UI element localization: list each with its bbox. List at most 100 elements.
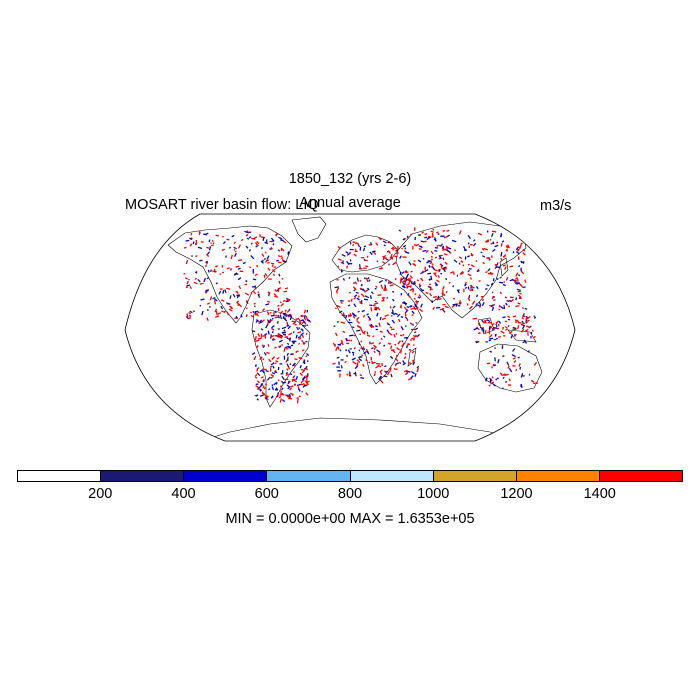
river-segment <box>302 361 305 364</box>
river-segment <box>477 332 480 335</box>
river-segment <box>346 265 349 269</box>
river-segment <box>274 310 277 314</box>
river-segment <box>250 311 252 314</box>
river-segment <box>365 265 369 268</box>
river-segment <box>364 295 370 299</box>
river-segment <box>267 291 271 294</box>
river-segment <box>281 277 284 280</box>
river-segment <box>396 252 399 255</box>
river-segment <box>517 302 521 305</box>
river-segment <box>394 312 398 316</box>
river-segment <box>498 304 501 308</box>
river-segment <box>363 277 366 280</box>
river-segment <box>418 308 424 313</box>
river-segment <box>367 287 370 291</box>
river-segment <box>289 373 293 376</box>
river-segment <box>403 356 407 360</box>
river-segment <box>384 314 389 317</box>
river-segment <box>459 301 462 305</box>
river-segment <box>286 368 289 371</box>
river-segment <box>515 305 520 308</box>
river-segment <box>273 266 277 269</box>
river-segment <box>274 388 277 391</box>
river-segment <box>256 345 259 348</box>
river-segment <box>289 315 293 321</box>
river-segment <box>514 333 517 338</box>
river-segment <box>450 271 454 274</box>
river-segment <box>305 332 308 335</box>
river-segment <box>261 253 265 257</box>
river-segment <box>421 231 425 234</box>
coastline-south-america <box>251 309 311 408</box>
river-segment <box>274 314 278 317</box>
river-segment <box>516 278 519 282</box>
river-segment <box>486 284 490 287</box>
river-segment <box>301 334 305 339</box>
river-segment <box>218 290 222 295</box>
coastline-asia <box>395 221 527 319</box>
river-segment <box>413 263 417 267</box>
river-segment <box>508 378 511 382</box>
river-segment <box>208 239 211 243</box>
river-segment <box>510 298 515 302</box>
river-segment <box>478 301 482 306</box>
river-segment <box>353 334 356 337</box>
river-segment <box>411 350 415 354</box>
river-segment <box>270 396 274 399</box>
river-segment <box>280 380 284 383</box>
river-segment <box>459 270 464 275</box>
river-segment <box>278 345 281 349</box>
river-segment <box>185 259 189 265</box>
river-segment <box>479 326 485 330</box>
river-segment <box>379 316 382 321</box>
river-segment <box>414 327 419 331</box>
river-segment <box>481 301 485 307</box>
river-segment <box>263 386 267 390</box>
river-segment <box>500 257 503 262</box>
river-segment <box>517 325 520 330</box>
river-segment <box>435 306 441 309</box>
river-segment <box>256 264 259 268</box>
river-segment <box>507 365 510 369</box>
river-segment <box>237 277 242 281</box>
river-segment <box>413 281 416 285</box>
river-segment <box>487 268 491 272</box>
river-segment <box>293 384 296 386</box>
river-segment <box>363 245 367 248</box>
river-segment <box>397 318 401 323</box>
river-segment <box>192 241 195 245</box>
river-segment <box>298 318 302 324</box>
river-segment <box>285 394 289 397</box>
river-segment <box>281 248 285 252</box>
river-segment <box>373 346 377 351</box>
river-segment <box>269 365 273 368</box>
river-segment <box>266 255 270 260</box>
colorbar-box <box>266 471 350 481</box>
river-segment <box>283 347 286 352</box>
river-segment <box>337 343 341 346</box>
colorbar-tick-label: 400 <box>171 486 196 502</box>
river-segment <box>517 290 521 293</box>
river-segment <box>401 247 404 250</box>
river-segment <box>520 373 524 378</box>
river-segment <box>366 313 369 316</box>
river-segment <box>442 229 446 232</box>
river-segment <box>250 242 253 245</box>
river-segment <box>284 336 288 338</box>
river-segment <box>254 373 258 377</box>
river-segment <box>284 287 289 290</box>
coastline-australia <box>477 343 543 393</box>
river-segment <box>420 277 424 282</box>
river-segment <box>448 251 452 254</box>
river-segment <box>410 339 412 342</box>
river-segment <box>269 319 273 322</box>
river-segment <box>282 260 287 263</box>
river-segment <box>485 377 488 381</box>
river-segment <box>186 284 191 287</box>
river-segment <box>357 325 362 329</box>
river-segment <box>294 323 297 326</box>
river-segment <box>248 248 252 252</box>
river-segment <box>250 255 255 260</box>
river-segment <box>494 357 496 362</box>
river-segment <box>259 394 264 397</box>
